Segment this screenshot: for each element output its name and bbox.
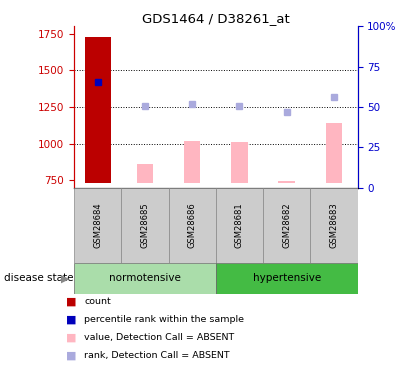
Bar bbox=[169, 188, 216, 262]
Text: count: count bbox=[84, 297, 111, 306]
Text: GSM28684: GSM28684 bbox=[93, 202, 102, 248]
Text: GSM28685: GSM28685 bbox=[141, 202, 149, 248]
Bar bbox=[184, 141, 201, 183]
Bar bbox=[278, 181, 295, 183]
Bar bbox=[231, 142, 248, 183]
Text: GSM28682: GSM28682 bbox=[282, 202, 291, 248]
Text: hypertensive: hypertensive bbox=[252, 273, 321, 284]
Text: GSM28681: GSM28681 bbox=[235, 202, 244, 248]
Text: ■: ■ bbox=[66, 315, 76, 325]
Bar bbox=[310, 188, 358, 262]
Text: value, Detection Call = ABSENT: value, Detection Call = ABSENT bbox=[84, 333, 235, 342]
Text: GSM28686: GSM28686 bbox=[188, 202, 196, 248]
Bar bbox=[74, 188, 121, 262]
Bar bbox=[216, 188, 263, 262]
Bar bbox=[74, 262, 216, 294]
Text: normotensive: normotensive bbox=[109, 273, 181, 284]
Bar bbox=[263, 188, 310, 262]
Bar bbox=[121, 188, 169, 262]
Text: rank, Detection Call = ABSENT: rank, Detection Call = ABSENT bbox=[84, 351, 230, 360]
Text: ▶: ▶ bbox=[61, 273, 69, 284]
Title: GDS1464 / D38261_at: GDS1464 / D38261_at bbox=[142, 12, 290, 25]
Text: GSM28683: GSM28683 bbox=[330, 202, 338, 248]
Text: ■: ■ bbox=[66, 333, 76, 343]
Bar bbox=[326, 123, 342, 183]
Bar bbox=[85, 37, 111, 183]
Text: percentile rank within the sample: percentile rank within the sample bbox=[84, 315, 244, 324]
Text: ■: ■ bbox=[66, 351, 76, 361]
Text: disease state: disease state bbox=[4, 273, 74, 284]
Text: ■: ■ bbox=[66, 297, 76, 307]
Bar bbox=[216, 262, 358, 294]
Bar bbox=[136, 164, 153, 183]
